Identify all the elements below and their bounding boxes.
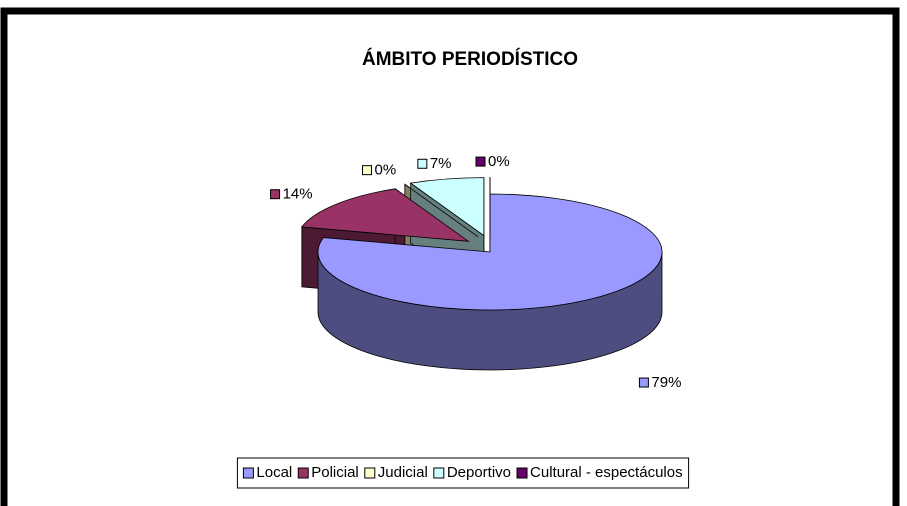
legend-swatch (364, 467, 376, 479)
label-swatch (270, 189, 281, 200)
legend-label: Cultural - espectáculos (530, 464, 683, 481)
legend-label: Policial (311, 464, 359, 481)
data-label: 0% (374, 162, 396, 179)
data-label: 7% (430, 155, 452, 172)
data-labels: 79% 14% 0% 7% 0% (270, 153, 681, 391)
legend-label: Local (256, 464, 292, 481)
slice (409, 177, 485, 237)
slice (317, 193, 663, 311)
legend-label: Judicial (378, 464, 428, 481)
legend-swatch (297, 467, 309, 479)
label-swatch (638, 377, 649, 388)
data-label: 79% (651, 374, 681, 391)
slice (301, 188, 470, 242)
data-label: 14% (283, 186, 313, 203)
legend: Local Policial Judicial Deportivo Cultural -… (236, 457, 690, 489)
label-swatch (361, 165, 372, 176)
legend-swatch (433, 467, 445, 479)
pie-tops (301, 177, 663, 311)
data-label: 0% (488, 153, 510, 170)
legend-box (236, 457, 690, 489)
label-swatch (475, 156, 486, 167)
label-swatch (417, 158, 428, 169)
chart-title: ÁMBITO PERIODÍSTICO (362, 48, 578, 70)
legend-swatch (516, 467, 528, 479)
legend-label: Deportivo (447, 464, 511, 481)
legend-swatch (242, 467, 254, 479)
